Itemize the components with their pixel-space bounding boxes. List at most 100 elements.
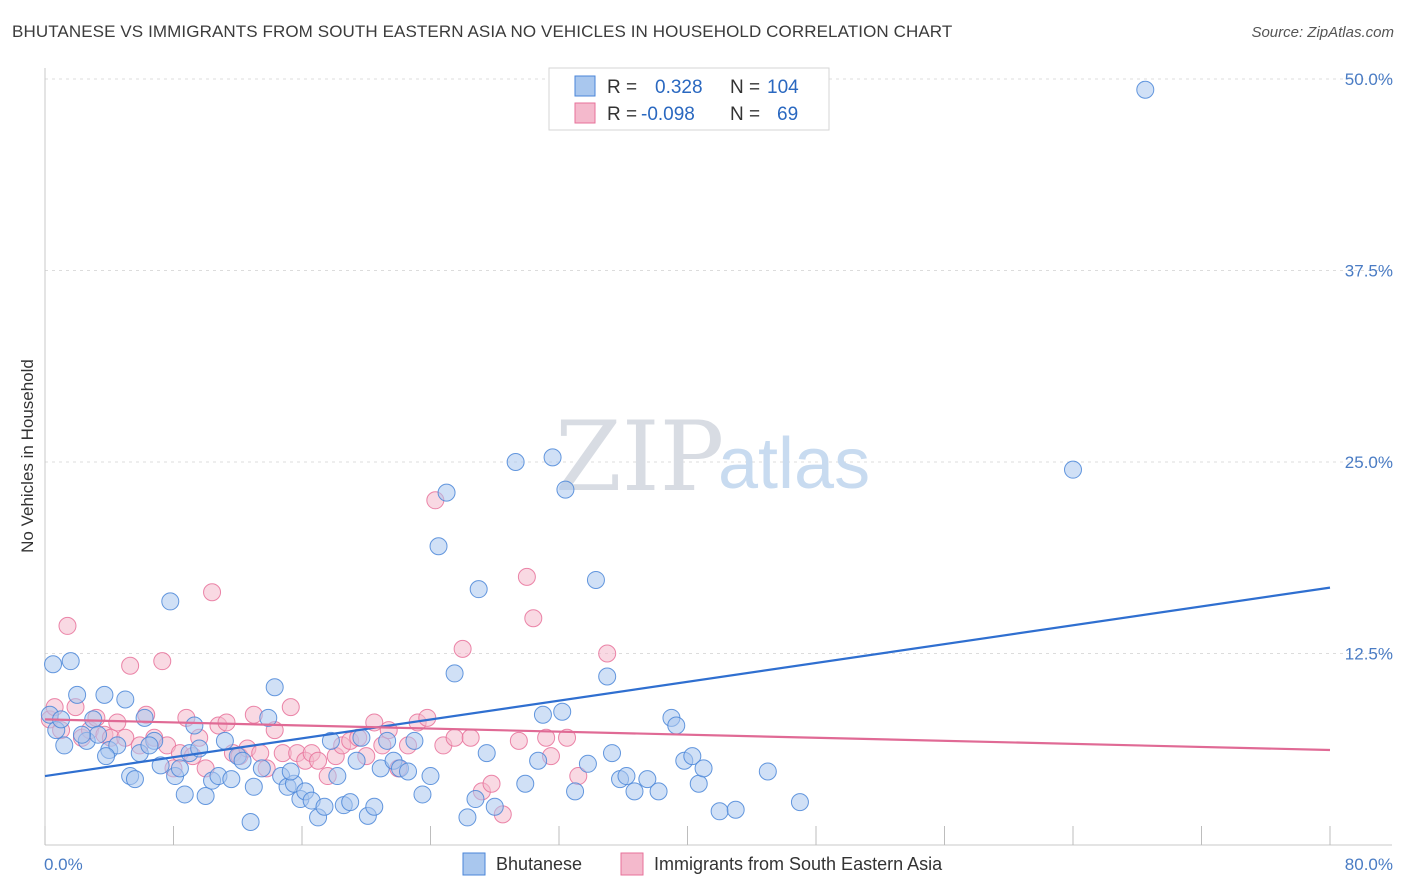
data-point — [683, 747, 702, 766]
y-tick-label: 12.5% — [1345, 645, 1393, 664]
data-point — [469, 580, 488, 599]
y-tick-label: 37.5% — [1345, 262, 1393, 281]
data-point — [222, 770, 241, 789]
data-point — [125, 770, 144, 789]
data-point — [151, 756, 170, 775]
legend-n-value: 69 — [777, 104, 798, 125]
x-tick-label: 80.0% — [1345, 855, 1393, 874]
legend-n-value: 104 — [767, 77, 799, 98]
data-point — [55, 736, 74, 755]
data-point — [315, 797, 334, 816]
x-tick-labels: 0.0% 80.0% — [44, 855, 1393, 874]
data-point — [121, 656, 140, 675]
data-point — [217, 713, 236, 732]
y-tick-label: 25.0% — [1345, 453, 1393, 472]
data-point — [265, 678, 284, 697]
data-point — [68, 685, 87, 704]
data-point — [251, 744, 270, 763]
data-point — [1136, 80, 1155, 99]
data-point — [170, 759, 189, 778]
data-point — [649, 782, 668, 801]
data-point — [726, 800, 745, 819]
data-point — [421, 767, 440, 786]
legend-r-value: 0.328 — [655, 77, 703, 98]
data-point — [445, 664, 464, 683]
data-point — [516, 774, 535, 793]
data-point — [135, 708, 154, 727]
legend-n-label: N = — [730, 104, 760, 125]
data-point — [558, 728, 577, 747]
data-point — [233, 751, 252, 770]
data-point — [566, 782, 585, 801]
bottom-legend-swatch-blue — [462, 852, 486, 876]
y-tick-labels: 12.5% 25.0% 37.5% 50.0% — [1345, 70, 1393, 664]
data-point — [185, 716, 204, 735]
legend-swatch-blue — [574, 75, 596, 97]
data-point — [215, 731, 234, 750]
watermark-atlas: atlas — [718, 424, 870, 504]
data-point — [598, 667, 617, 686]
data-point — [97, 747, 116, 766]
data-point — [625, 782, 644, 801]
data-point — [399, 762, 418, 781]
data-point — [710, 802, 729, 821]
data-point — [537, 728, 556, 747]
data-point — [241, 813, 260, 832]
correlation-legend: R = 0.328 N = 104 R = -0.098 N = 69 — [548, 67, 830, 131]
data-point — [259, 708, 278, 727]
axes — [44, 68, 1392, 846]
data-point — [252, 759, 271, 778]
x-tick-label: 0.0% — [44, 855, 83, 874]
data-point — [667, 716, 686, 735]
data-point — [203, 583, 222, 602]
grid-lines — [45, 78, 1392, 654]
data-point — [553, 702, 572, 721]
legend-r-label: R = — [607, 104, 637, 125]
data-point — [603, 744, 622, 763]
series-legend: Bhutanese Immigrants from South Eastern … — [462, 852, 943, 876]
data-point — [638, 770, 657, 789]
data-point — [341, 793, 360, 812]
data-point — [161, 592, 180, 611]
data-point — [524, 609, 543, 628]
data-point — [1064, 460, 1082, 479]
data-point — [365, 797, 384, 816]
data-point — [689, 774, 708, 793]
bottom-legend-bhutanese: Bhutanese — [496, 854, 582, 874]
watermark-zip: ZIP — [555, 401, 724, 513]
data-point — [405, 731, 424, 750]
data-point — [458, 808, 477, 827]
data-point — [140, 736, 159, 755]
legend-r-value: -0.098 — [641, 104, 695, 125]
data-point — [95, 685, 114, 704]
data-point — [461, 728, 480, 747]
data-point — [281, 762, 300, 781]
data-point — [517, 567, 536, 586]
data-point — [482, 774, 501, 793]
data-point — [485, 797, 504, 816]
data-point — [586, 570, 605, 589]
data-point — [477, 744, 496, 763]
data-point — [509, 731, 528, 750]
legend-swatch-pink — [574, 102, 596, 124]
data-point — [72, 725, 91, 744]
data-point — [347, 751, 366, 770]
source-label: Source: ZipAtlas.com — [1251, 24, 1394, 41]
data-point — [694, 759, 713, 778]
data-point — [89, 725, 108, 744]
data-point — [244, 777, 263, 796]
data-point — [413, 785, 432, 804]
data-point — [598, 644, 617, 663]
data-point — [196, 786, 215, 805]
data-point — [153, 652, 172, 671]
bottom-legend-immigrants: Immigrants from South Eastern Asia — [654, 854, 943, 874]
data-point — [328, 767, 347, 786]
data-point — [352, 728, 371, 747]
data-point — [437, 483, 456, 502]
data-point — [556, 480, 575, 499]
data-point — [175, 785, 194, 804]
data-point — [533, 705, 552, 724]
data-point — [44, 655, 63, 674]
data-point — [61, 652, 80, 671]
